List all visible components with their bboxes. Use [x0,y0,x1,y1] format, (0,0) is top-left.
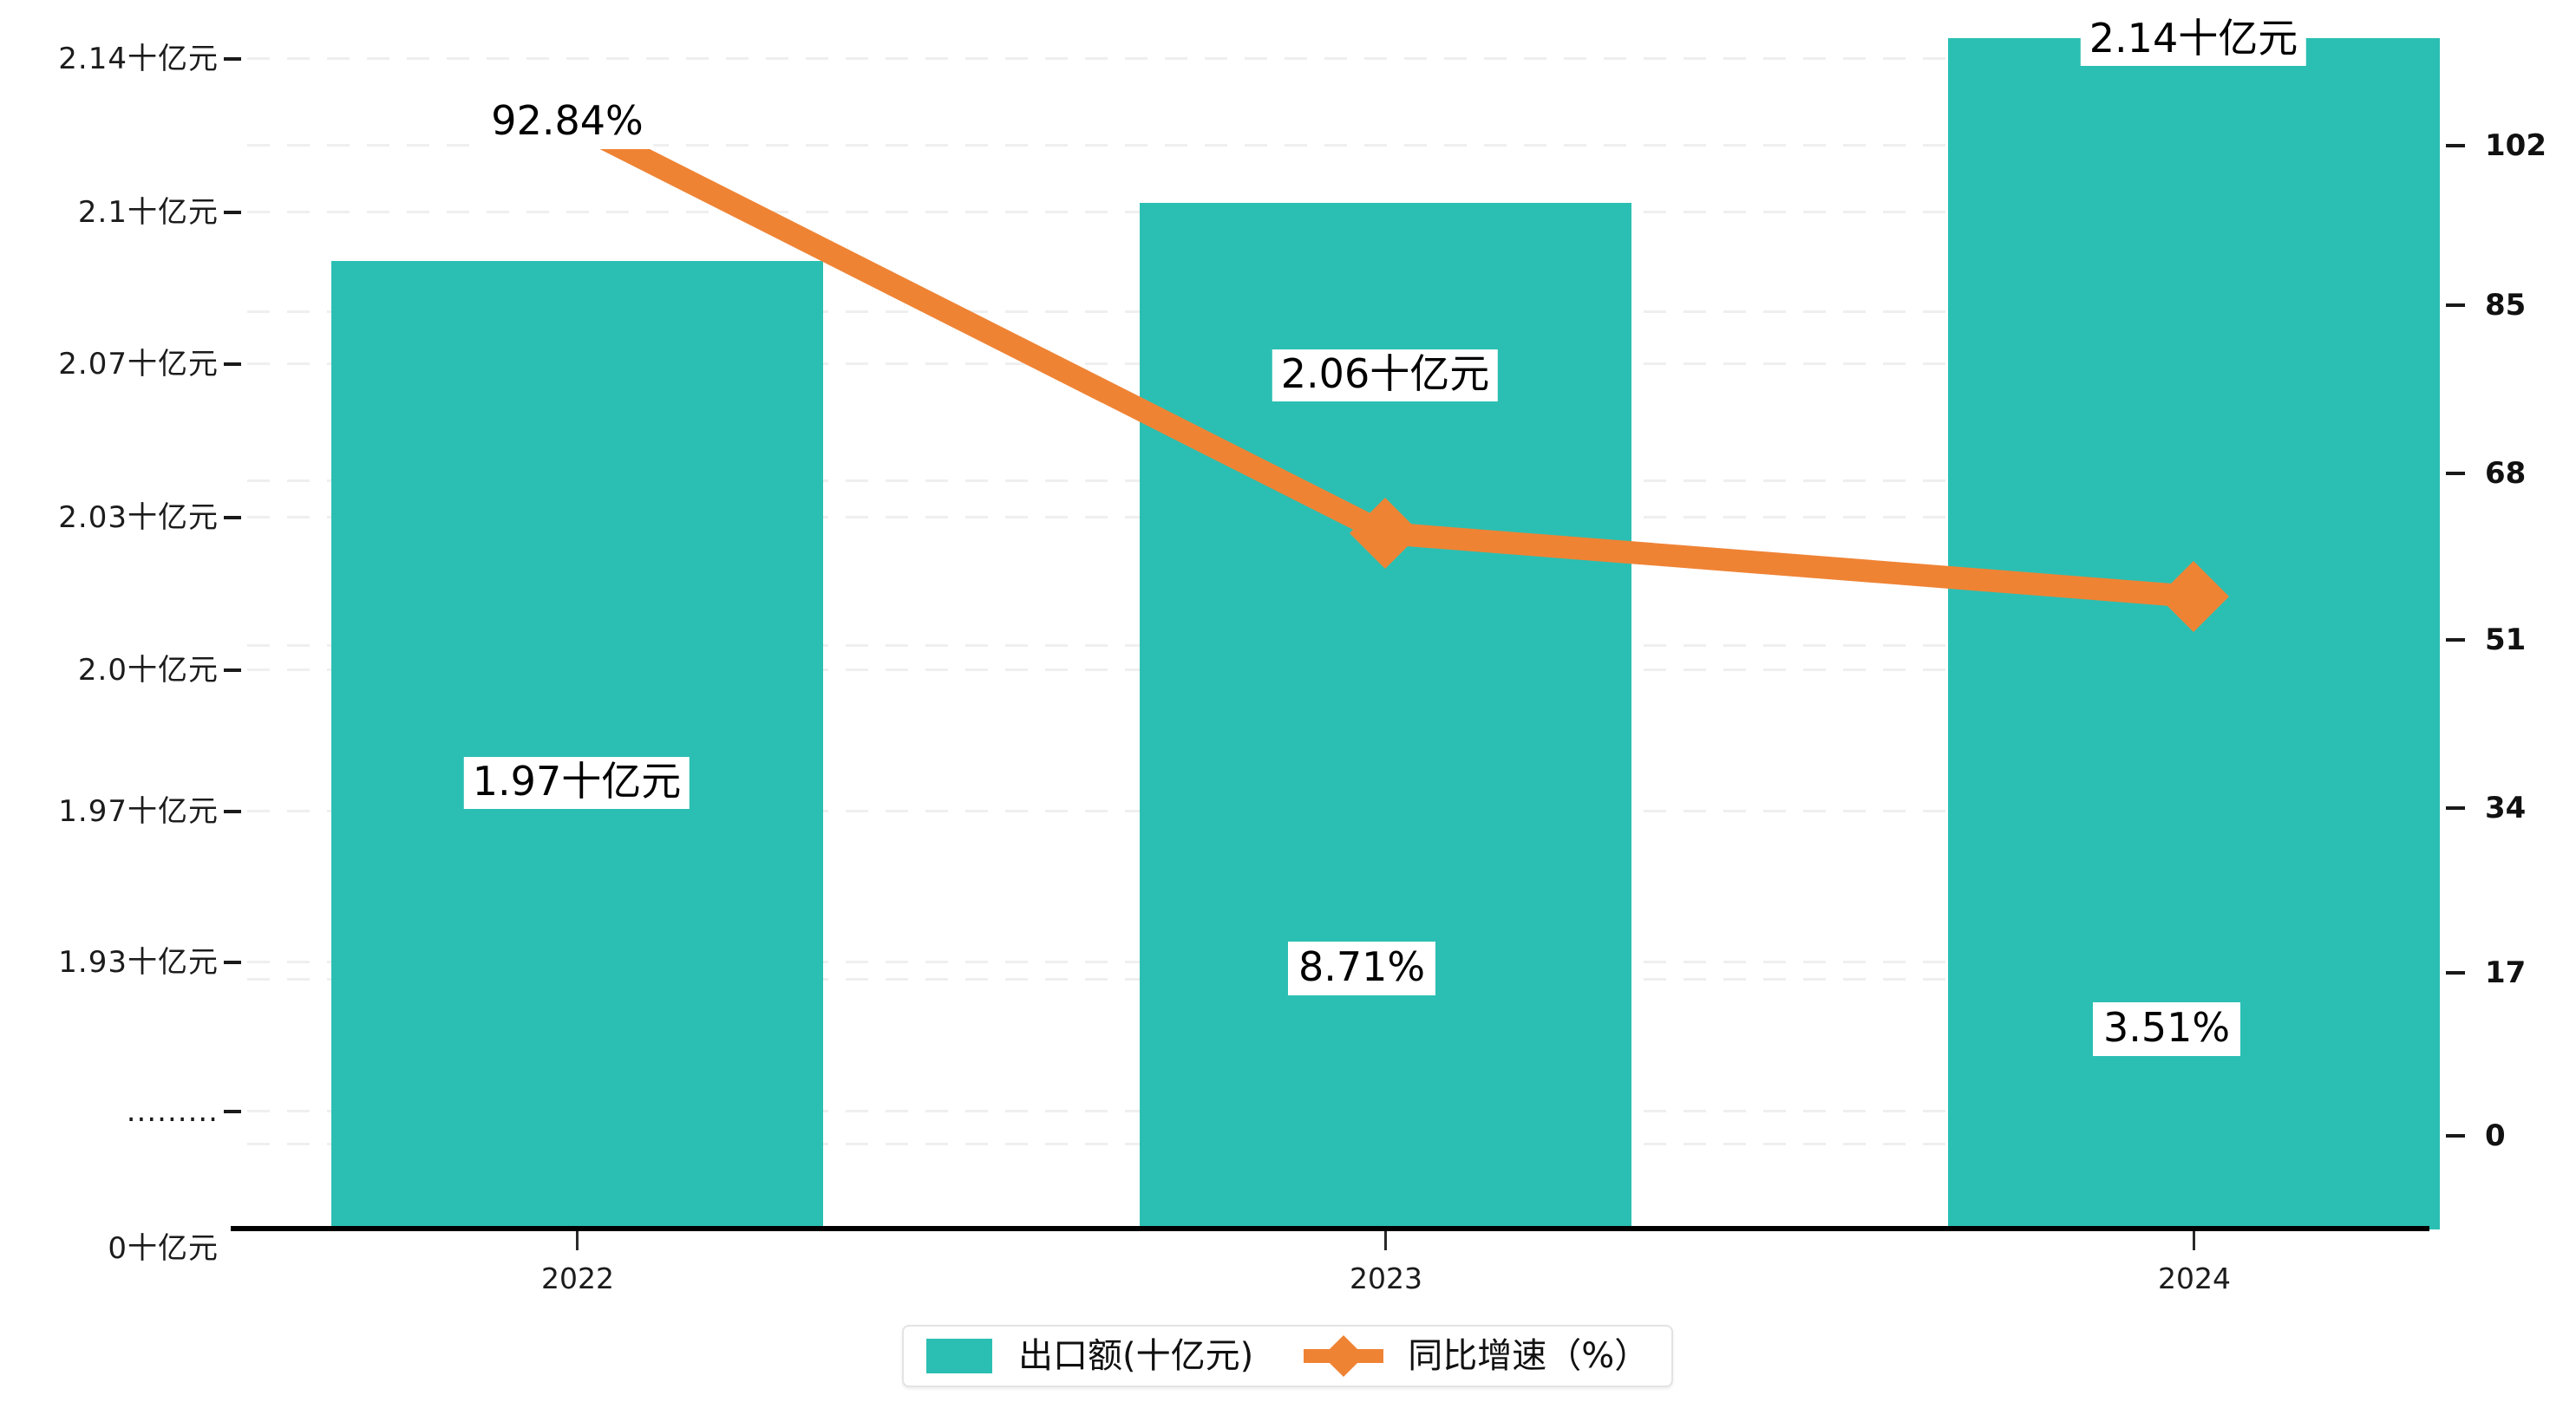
gridline [247,57,2416,60]
left-axis-tick-label: 2.14十亿元 [58,42,219,76]
growth-rate-line [572,114,2230,633]
x-axis-tick-mark [1384,1231,1387,1250]
left-axis-tick-mark [224,668,241,672]
right-axis-tick-label: 85 [2485,288,2527,323]
right-axis-tick-label: 17 [2485,955,2527,990]
left-axis-tick-mark [224,516,241,519]
legend-item-growth-rate[interactable]: 同比增速（%） [1304,1334,1650,1378]
bar-value-label-2024: 2.14十亿元 [2080,14,2307,67]
x-axis-line [231,1226,2429,1231]
left-axis-tick-mark [224,810,241,813]
left-axis-tick-label: 2.0十亿元 [77,653,219,688]
growth-label-2022: 92.84% [481,95,654,150]
legend-label-growth-rate: 同比增速（%） [1408,1336,1650,1376]
right-axis-tick-mark [2446,971,2465,975]
legend-label-export-value: 出口额(十亿元) [1018,1336,1254,1376]
left-axis-tick-label: 2.03十亿元 [58,500,219,535]
x-axis-label-2022: 2022 [541,1262,614,1295]
right-axis-tick-mark [2446,472,2465,475]
line-diamond-swatch-icon [1304,1334,1384,1378]
left-axis-tick-mark [224,57,241,61]
left-axis-tick-label: ......... [126,1094,219,1129]
x-axis-tick-mark [2193,1231,2195,1250]
right-axis-tick-label: 51 [2485,623,2527,657]
left-axis-tick-label: 2.07十亿元 [58,347,219,381]
gridline [247,144,2416,147]
growth-label-2023: 8.71% [1288,942,1436,996]
legend-item-export-value[interactable]: 出口额(十亿元) [926,1339,1253,1373]
growth-label-2024: 3.51% [2093,1002,2241,1057]
right-axis-tick-mark [2446,144,2465,147]
line-marker-2023[interactable] [1349,497,1422,570]
left-axis-labels: 2.14十亿元 2.1十亿元 2.07十亿元 2.03十亿元 2.0十亿元 1.… [0,0,219,1263]
bar-2022[interactable] [331,261,823,1229]
left-axis-tick-mark [224,961,241,964]
right-axis-tick-mark [2446,303,2465,307]
bar-value-label-2022: 1.97十亿元 [463,757,690,810]
left-axis-tick-label: 2.1十亿元 [77,195,219,230]
x-axis-label-2023: 2023 [1350,1262,1422,1295]
x-axis-tick-mark [576,1231,579,1250]
bar-value-label-2023: 2.06十亿元 [1272,349,1499,402]
right-axis-tick-mark [2446,1134,2465,1138]
bar-swatch-icon [926,1339,992,1373]
x-axis-label-2024: 2024 [2158,1262,2231,1295]
right-axis-tick-label: 102 [2485,128,2547,163]
left-axis-tick-label: 0十亿元 [108,1231,219,1266]
left-axis-tick-label: 1.93十亿元 [58,945,219,980]
right-axis-tick-label: 34 [2485,791,2527,825]
left-axis-tick-mark [224,1110,241,1113]
line-marker-2024[interactable] [2157,560,2230,633]
plot-area: 1.97十亿元 2.06十亿元 2.14十亿元 92.84% 8.71% 3.5… [247,14,2440,1229]
right-axis-tick-label: 68 [2485,456,2527,491]
right-axis-labels: 102 85 68 51 34 17 0 [2485,0,2576,1249]
right-axis-tick-mark [2446,638,2465,642]
left-axis-tick-mark [224,211,241,214]
right-axis-tick-label: 0 [2485,1118,2506,1153]
chart-legend: 出口额(十亿元) 同比增速（%） [902,1325,1674,1387]
right-axis-tick-mark [2446,806,2465,810]
left-axis-tick-label: 1.97十亿元 [58,794,219,829]
left-axis-tick-mark [224,362,241,366]
